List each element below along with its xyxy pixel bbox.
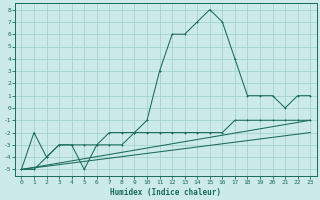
X-axis label: Humidex (Indice chaleur): Humidex (Indice chaleur) [110, 188, 221, 197]
